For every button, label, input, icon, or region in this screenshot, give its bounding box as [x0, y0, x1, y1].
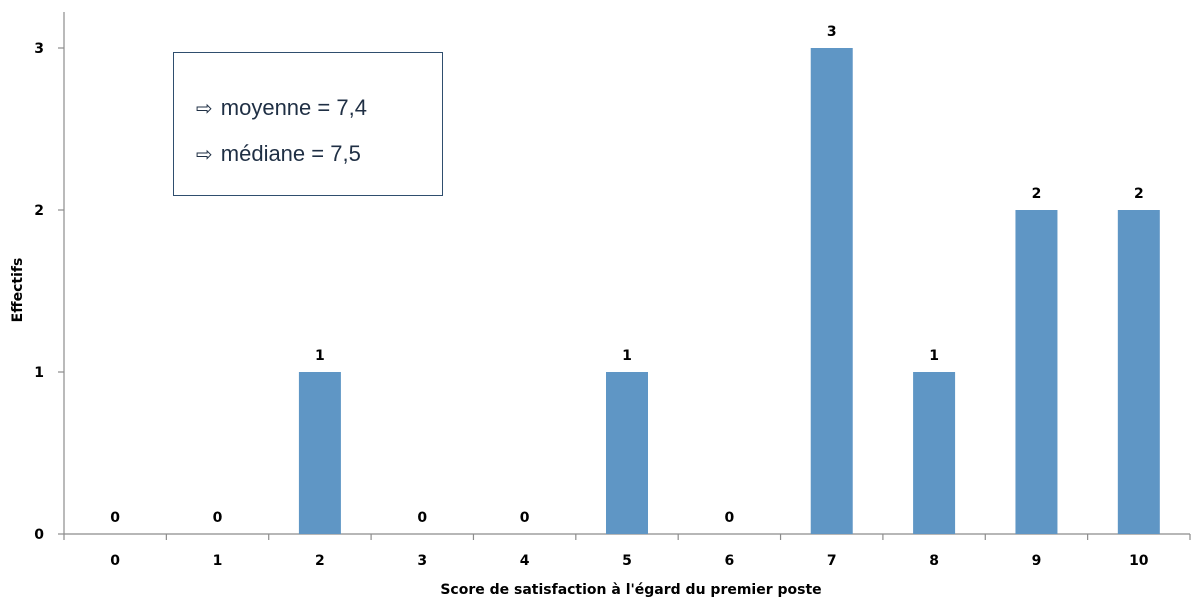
- data-label: 1: [622, 348, 632, 364]
- bar: [913, 372, 956, 534]
- x-tick-label: 6: [724, 553, 734, 569]
- data-label: 2: [1134, 186, 1144, 202]
- data-label: 0: [110, 510, 120, 526]
- x-axis-title: Score de satisfaction à l'égard du premi…: [440, 582, 821, 598]
- x-tick-label: 9: [1032, 553, 1042, 569]
- bar: [298, 372, 341, 534]
- data-label: 0: [213, 510, 223, 526]
- x-tick-label: 0: [110, 553, 120, 569]
- median-annotation: ⇨ médiane = 7,5: [196, 141, 361, 167]
- x-tick-label: 3: [417, 553, 427, 569]
- mean-annotation: ⇨ moyenne = 7,4: [196, 95, 367, 121]
- y-tick-label: 3: [34, 41, 44, 57]
- bar: [606, 372, 648, 534]
- data-label: 1: [929, 348, 939, 364]
- arrow-right-icon: ⇨: [196, 96, 213, 120]
- x-tick-label: 4: [520, 553, 530, 569]
- data-label: 3: [827, 24, 837, 40]
- data-label: 0: [520, 510, 530, 526]
- mean-text: moyenne = 7,4: [220, 95, 367, 120]
- data-label: 2: [1032, 186, 1042, 202]
- x-tick-label: 8: [929, 553, 939, 569]
- plot-area: 0 1 2 3 0 0 0 1 1 2 0 3 0 4 1 5 0 6 3 7 1 8 2 9 2 10: [34, 12, 1191, 569]
- x-tick-label: 2: [315, 553, 325, 569]
- y-axis-title: Effectifs: [10, 258, 26, 323]
- x-tick-label: 1: [213, 553, 223, 569]
- statistics-box: ⇨ moyenne = 7,4 ⇨ médiane = 7,5: [173, 52, 443, 196]
- bar: [1117, 210, 1160, 534]
- data-label: 1: [315, 348, 325, 364]
- y-tick-label: 2: [34, 203, 44, 219]
- y-tick-label: 1: [34, 365, 44, 381]
- arrow-right-icon: ⇨: [196, 142, 213, 166]
- median-text: médiane = 7,5: [220, 141, 361, 166]
- bar: [810, 48, 853, 534]
- bar: [1015, 210, 1058, 534]
- data-label: 0: [724, 510, 734, 526]
- y-tick-label: 0: [34, 527, 44, 543]
- x-tick-label: 10: [1129, 553, 1149, 569]
- x-tick-label: 7: [827, 553, 837, 569]
- data-label: 0: [417, 510, 427, 526]
- x-tick-label: 5: [622, 553, 632, 569]
